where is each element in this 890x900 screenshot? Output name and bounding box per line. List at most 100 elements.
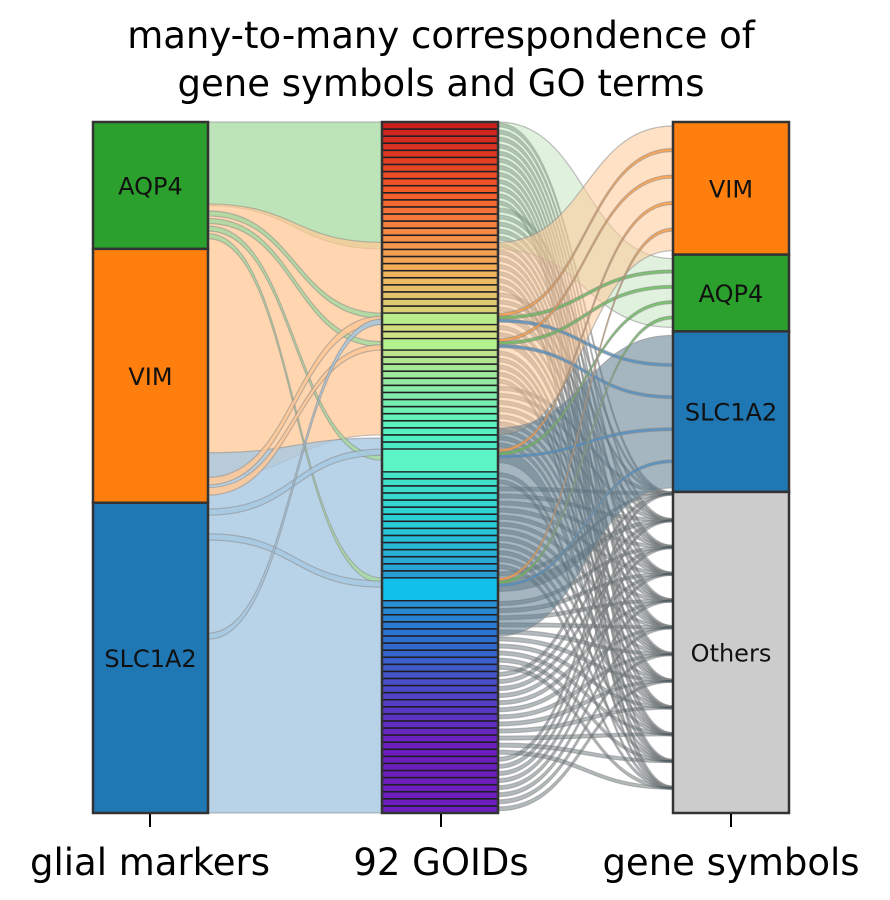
goid-row [383, 665, 497, 671]
goid-row [383, 608, 497, 614]
gene-label-vim: VIM [709, 175, 753, 203]
goid-row [383, 186, 497, 192]
goid-row [383, 250, 497, 256]
goid-row [383, 615, 497, 622]
glial-label-slc1a2: SLC1A2 [104, 645, 196, 673]
goid-row [383, 792, 497, 799]
gene-label-slc1a2: SLC1A2 [685, 399, 777, 427]
goid-row [383, 158, 497, 164]
goid-row [383, 728, 497, 735]
gene-block-aqp4 [671, 253, 791, 333]
right-flows [497, 121, 674, 812]
goid-row [383, 472, 497, 479]
goid-row [383, 515, 497, 521]
x-label-glial-markers: glial markers [30, 841, 270, 884]
goid-row [383, 292, 497, 299]
gene-block-others [671, 490, 791, 815]
goid-row [383, 571, 497, 578]
goid-row [383, 493, 497, 500]
goid-row [383, 557, 497, 563]
goid-row-highlighted [383, 339, 497, 350]
chart-title-line-1: many-to-many correspondence of [127, 14, 756, 57]
goid-row [383, 622, 497, 629]
goid-row [383, 257, 497, 263]
goid-row [383, 372, 497, 378]
goid-row [383, 785, 497, 791]
left-flows [207, 121, 383, 814]
glial-label-aqp4: AQP4 [118, 172, 183, 200]
goid-row [383, 193, 497, 200]
goid-row [383, 507, 497, 514]
goid-row [383, 243, 497, 249]
goid-row [383, 771, 497, 777]
goid-row [383, 693, 497, 699]
gene-block-vim [671, 120, 791, 256]
goid-row [383, 750, 497, 756]
goid-row [383, 529, 497, 535]
goid-row [383, 207, 497, 214]
goid-row [383, 636, 497, 643]
goid-row [383, 271, 497, 277]
goid-row [383, 129, 497, 136]
goid-row [383, 757, 497, 763]
goid-row [383, 799, 497, 806]
goid-row [383, 500, 497, 507]
goid-row [383, 172, 497, 178]
goid-row [383, 658, 497, 664]
goid-row [383, 179, 497, 185]
goid-row [383, 122, 497, 129]
goid-row [383, 332, 497, 338]
goid-row [383, 679, 497, 685]
goid-row [383, 364, 497, 371]
x-label-gene-symbols: gene symbols [602, 841, 859, 884]
goid-row [383, 522, 497, 528]
chart-title-line-2: gene symbols and GO terms [178, 62, 705, 105]
goid-row [383, 629, 497, 636]
goid-row [383, 357, 497, 364]
goid-row [383, 486, 497, 493]
goid-row [383, 435, 497, 442]
goid-row [383, 650, 497, 657]
goid-row [383, 379, 497, 385]
glial-markers-column: AQP4 VIM SLC1A2 [91, 120, 210, 815]
goid-row [383, 278, 497, 285]
glial-block-slc1a2 [91, 501, 210, 815]
goid-row [383, 414, 497, 420]
goid-row [383, 264, 497, 270]
goid-row [383, 536, 497, 542]
goid-column-border [380, 120, 500, 815]
goid-row [383, 299, 497, 306]
goid-row [383, 743, 497, 749]
goid-row [383, 686, 497, 692]
glial-block-aqp4 [91, 120, 210, 251]
goid-row [383, 672, 497, 678]
gene-label-others: Others [691, 639, 772, 667]
gene-symbols-column: VIM AQP4 SLC1A2 Others [671, 120, 791, 815]
goid-row [383, 778, 497, 784]
goid-row [383, 214, 497, 221]
goid-row-highlighted [383, 578, 497, 601]
goid-row-highlighted [383, 449, 497, 472]
goid-row [383, 350, 497, 357]
goid-row [383, 136, 497, 143]
goid-row [383, 764, 497, 770]
goid-row [383, 151, 497, 157]
goid-row [383, 400, 497, 406]
goid-column [380, 120, 500, 815]
gene-label-aqp4: AQP4 [699, 280, 764, 308]
goid-row [383, 714, 497, 721]
goid-row [383, 735, 497, 742]
goid-row [383, 236, 497, 242]
goid-row [383, 428, 497, 435]
goid-row [383, 306, 497, 313]
goid-row [383, 325, 497, 331]
goid-row [383, 543, 497, 549]
goid-row [383, 144, 497, 150]
goid-row [383, 421, 497, 428]
goid-row [383, 564, 497, 571]
goid-row [383, 721, 497, 728]
goid-row [383, 386, 497, 392]
goid-row [383, 479, 497, 486]
goid-row [383, 221, 497, 228]
